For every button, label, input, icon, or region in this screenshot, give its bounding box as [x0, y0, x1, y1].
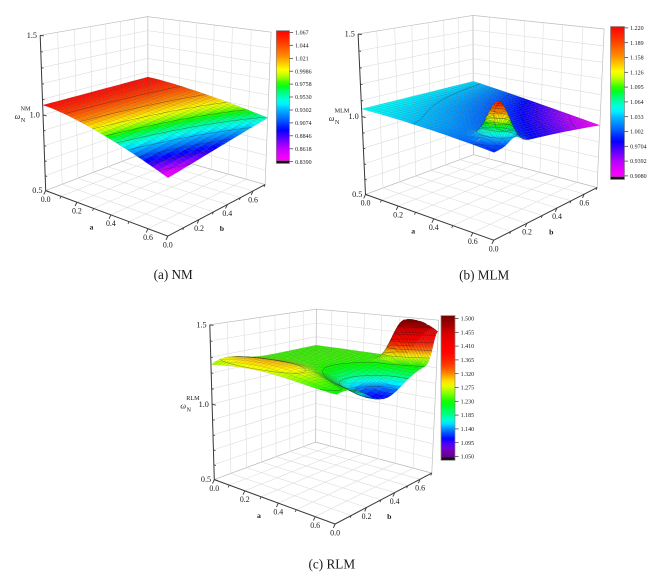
svg-text:0.8846: 0.8846 [295, 134, 312, 140]
svg-text:ω: ω [180, 401, 186, 410]
svg-text:0.9074: 0.9074 [295, 121, 312, 127]
svg-text:1.095: 1.095 [461, 441, 475, 447]
svg-text:0.6: 0.6 [310, 521, 320, 530]
svg-text:0.9080: 0.9080 [630, 174, 647, 180]
svg-text:1.410: 1.410 [461, 344, 475, 350]
svg-text:0.2: 0.2 [522, 228, 532, 237]
svg-text:b: b [220, 224, 225, 233]
svg-text:(b) MLM: (b) MLM [459, 267, 509, 282]
svg-text:0.2: 0.2 [72, 207, 82, 216]
svg-text:(c) RLM: (c) RLM [309, 557, 356, 572]
svg-text:0.4: 0.4 [390, 497, 400, 506]
svg-text:1.220: 1.220 [630, 26, 644, 32]
svg-text:1.365: 1.365 [461, 358, 475, 364]
svg-text:0.4: 0.4 [552, 212, 562, 221]
svg-text:1.002: 1.002 [630, 130, 644, 136]
svg-text:1.230: 1.230 [461, 399, 475, 405]
svg-text:0.4: 0.4 [273, 507, 283, 516]
svg-text:1.067: 1.067 [295, 31, 309, 37]
svg-text:0.9704: 0.9704 [630, 144, 647, 150]
svg-text:0.6: 0.6 [579, 198, 589, 207]
svg-text:0.0: 0.0 [163, 240, 173, 249]
svg-text:a: a [257, 511, 261, 520]
svg-text:1.5: 1.5 [196, 320, 206, 329]
svg-text:1.126: 1.126 [630, 70, 644, 76]
svg-text:1.0: 1.0 [348, 112, 358, 121]
svg-text:0.4: 0.4 [429, 223, 439, 232]
svg-text:0.4: 0.4 [222, 209, 232, 218]
svg-text:MLM: MLM [335, 107, 350, 114]
svg-text:1.140: 1.140 [461, 427, 475, 433]
svg-text:1.095: 1.095 [630, 85, 644, 91]
svg-text:0.2: 0.2 [240, 495, 250, 504]
svg-text:ω: ω [329, 114, 335, 123]
svg-text:0.5: 0.5 [201, 475, 211, 484]
svg-text:N: N [335, 119, 340, 126]
svg-text:1.500: 1.500 [461, 317, 475, 323]
svg-text:0.0: 0.0 [489, 245, 499, 254]
svg-text:0.6: 0.6 [415, 484, 425, 493]
svg-text:0.8618: 0.8618 [295, 147, 312, 153]
svg-text:N: N [21, 117, 26, 124]
svg-text:1.5: 1.5 [345, 30, 355, 39]
svg-text:0.9392: 0.9392 [630, 159, 647, 165]
svg-text:b: b [387, 512, 392, 521]
svg-text:1.158: 1.158 [630, 56, 644, 62]
svg-text:(a) NM: (a) NM [154, 267, 193, 282]
svg-text:1.0: 1.0 [30, 111, 40, 120]
svg-text:1.185: 1.185 [461, 413, 475, 419]
svg-text:RLM: RLM [186, 395, 200, 402]
svg-text:0.2: 0.2 [362, 512, 372, 521]
svg-text:0.0: 0.0 [41, 195, 51, 204]
svg-text:0.5: 0.5 [32, 186, 42, 195]
svg-text:b: b [549, 227, 554, 236]
svg-text:0.6: 0.6 [248, 195, 258, 204]
svg-text:a: a [89, 223, 93, 232]
svg-text:0.9986: 0.9986 [295, 69, 312, 75]
svg-text:0.9758: 0.9758 [295, 82, 312, 88]
svg-text:a: a [411, 227, 415, 236]
svg-text:1.5: 1.5 [27, 31, 37, 40]
svg-text:1.189: 1.189 [630, 41, 644, 47]
svg-text:ω: ω [15, 112, 21, 121]
svg-text:1.033: 1.033 [630, 115, 644, 121]
svg-text:0.9530: 0.9530 [295, 95, 312, 101]
svg-text:0.9302: 0.9302 [295, 108, 312, 114]
svg-text:0.6: 0.6 [468, 237, 478, 246]
svg-text:1.455: 1.455 [461, 330, 475, 336]
svg-text:NM: NM [21, 106, 31, 113]
svg-text:0.5: 0.5 [352, 190, 362, 199]
svg-text:1.044: 1.044 [295, 43, 309, 49]
svg-text:0.2: 0.2 [393, 210, 403, 219]
svg-text:0.6: 0.6 [143, 233, 153, 242]
svg-text:0.0: 0.0 [330, 528, 340, 537]
svg-text:1.050: 1.050 [461, 455, 475, 461]
svg-text:1.0: 1.0 [199, 400, 209, 409]
svg-text:0.0: 0.0 [209, 484, 219, 493]
svg-text:0.4: 0.4 [106, 219, 116, 228]
svg-text:1.275: 1.275 [461, 386, 475, 392]
svg-text:0.2: 0.2 [194, 224, 204, 233]
svg-text:0.8390: 0.8390 [295, 160, 312, 166]
svg-text:1.320: 1.320 [461, 372, 475, 378]
svg-text:1.021: 1.021 [295, 56, 309, 62]
svg-text:N: N [187, 406, 192, 413]
svg-text:1.064: 1.064 [630, 100, 644, 106]
svg-text:0.0: 0.0 [361, 199, 371, 208]
